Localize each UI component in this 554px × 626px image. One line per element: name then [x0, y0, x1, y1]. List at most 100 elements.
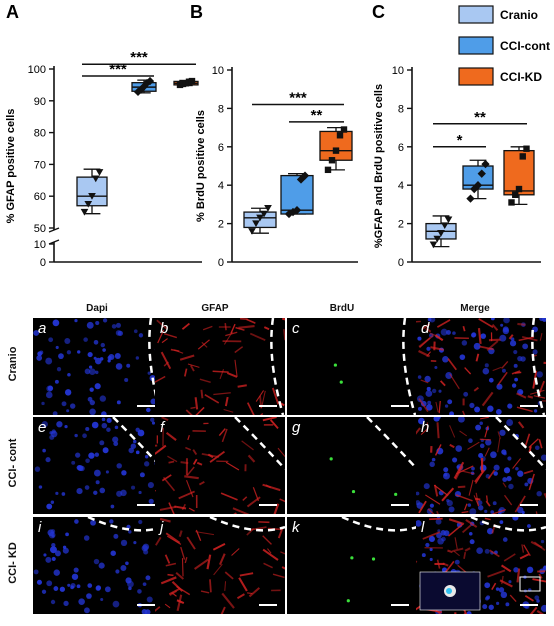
- gfap-fiber: [207, 453, 214, 459]
- nucleus: [435, 518, 442, 525]
- gfap-fiber: [224, 571, 234, 580]
- nucleus: [484, 548, 490, 554]
- nucleus: [114, 425, 119, 430]
- y-tick-label: 4: [218, 180, 224, 192]
- nucleus: [84, 368, 91, 375]
- box-body: [76, 176, 108, 207]
- nucleus: [461, 340, 468, 346]
- nucleus: [84, 485, 90, 490]
- gfap-fiber: [186, 536, 196, 550]
- gfap-fiber: [155, 444, 158, 447]
- nucleus: [448, 506, 455, 513]
- nucleus: [126, 363, 131, 368]
- y-tick-label: 60: [34, 191, 46, 203]
- nucleus: [133, 541, 137, 545]
- significance-label: ***: [289, 90, 307, 107]
- nucleus: [112, 436, 119, 443]
- nucleus: [64, 337, 71, 344]
- nucleus: [485, 596, 489, 601]
- gfap-fiber: [529, 606, 538, 614]
- gfap-fiber: [438, 400, 441, 414]
- gfap-fiber: [441, 487, 455, 502]
- gfap-fiber: [248, 587, 261, 598]
- gfap-fiber: [166, 535, 182, 545]
- nucleus: [490, 510, 495, 514]
- data-point: [440, 222, 449, 230]
- nucleus: [513, 349, 518, 355]
- nucleus: [427, 400, 432, 405]
- gfap-fiber: [190, 364, 195, 372]
- nucleus: [508, 580, 512, 584]
- data-point: [252, 220, 260, 228]
- gfap-fiber: [160, 576, 177, 585]
- gfap-fiber: [439, 380, 446, 387]
- nucleus: [121, 470, 127, 476]
- nucleus: [64, 389, 72, 396]
- box-cranio: [425, 215, 457, 249]
- gfap-fiber: [497, 371, 508, 386]
- micrograph-letter: j: [160, 519, 164, 536]
- column-label-gfap: GFAP: [201, 303, 229, 314]
- nucleus: [457, 417, 465, 423]
- nucleus: [93, 469, 101, 477]
- nucleus: [104, 586, 111, 593]
- nucleus: [61, 492, 66, 496]
- micrograph-cci-kd-brdu: k: [287, 517, 417, 614]
- nucleus: [429, 557, 433, 562]
- gfap-fiber: [492, 509, 507, 514]
- gfap-fiber: [263, 326, 270, 331]
- nucleus: [89, 399, 95, 406]
- gfap-fiber: [535, 511, 538, 514]
- gfap-fiber: [464, 367, 472, 375]
- micrograph-grid: a b c d e f g h i j k l: [0, 300, 554, 626]
- gfap-fiber: [241, 440, 254, 451]
- nucleus: [89, 387, 94, 392]
- nucleus: [98, 562, 105, 569]
- panel-letter: B: [190, 2, 203, 22]
- nucleus: [102, 447, 109, 454]
- nucleus: [65, 532, 69, 537]
- micrograph-image: [416, 318, 546, 415]
- nucleus: [416, 395, 424, 403]
- gfap-fiber: [155, 444, 167, 455]
- gfap-fiber: [418, 500, 427, 514]
- micrograph-letter: i: [38, 519, 42, 536]
- nucleus: [532, 349, 538, 355]
- gfap-fiber: [176, 599, 185, 605]
- micrograph-cranio-dapi: a: [33, 318, 163, 415]
- nucleus: [488, 377, 494, 383]
- data-point: [324, 166, 332, 174]
- nucleus: [46, 580, 53, 587]
- gfap-fiber: [532, 578, 546, 583]
- scale-bar: [259, 504, 277, 506]
- gfap-fiber: [231, 548, 240, 556]
- gfap-fiber: [430, 346, 444, 351]
- nucleus: [58, 353, 64, 360]
- micrograph-cci-cont-brdu: g: [287, 417, 417, 514]
- micrograph-cci-kd-merge: l: [416, 517, 546, 614]
- gfap-fiber: [161, 417, 169, 421]
- nucleus: [73, 567, 79, 573]
- nucleus: [100, 597, 104, 602]
- gfap-fiber: [484, 517, 491, 521]
- gfap-fiber: [533, 541, 546, 551]
- nucleus: [137, 589, 142, 594]
- nucleus: [482, 367, 490, 375]
- nucleus: [469, 508, 477, 514]
- nucleus: [471, 332, 476, 338]
- nucleus: [114, 352, 121, 359]
- nucleus: [444, 404, 449, 408]
- micrograph-image: [416, 517, 546, 614]
- nucleus: [139, 472, 145, 478]
- nucleus: [93, 490, 98, 495]
- gfap-fiber: [209, 450, 226, 463]
- nucleus: [473, 342, 481, 350]
- gfap-fiber: [202, 325, 213, 331]
- gfap-fiber: [234, 359, 238, 377]
- nucleus: [141, 545, 148, 552]
- nucleus: [105, 470, 109, 474]
- gfap-fiber: [433, 484, 449, 497]
- brdu-spot: [371, 557, 376, 561]
- gfap-fiber: [418, 398, 429, 413]
- nucleus: [110, 504, 115, 509]
